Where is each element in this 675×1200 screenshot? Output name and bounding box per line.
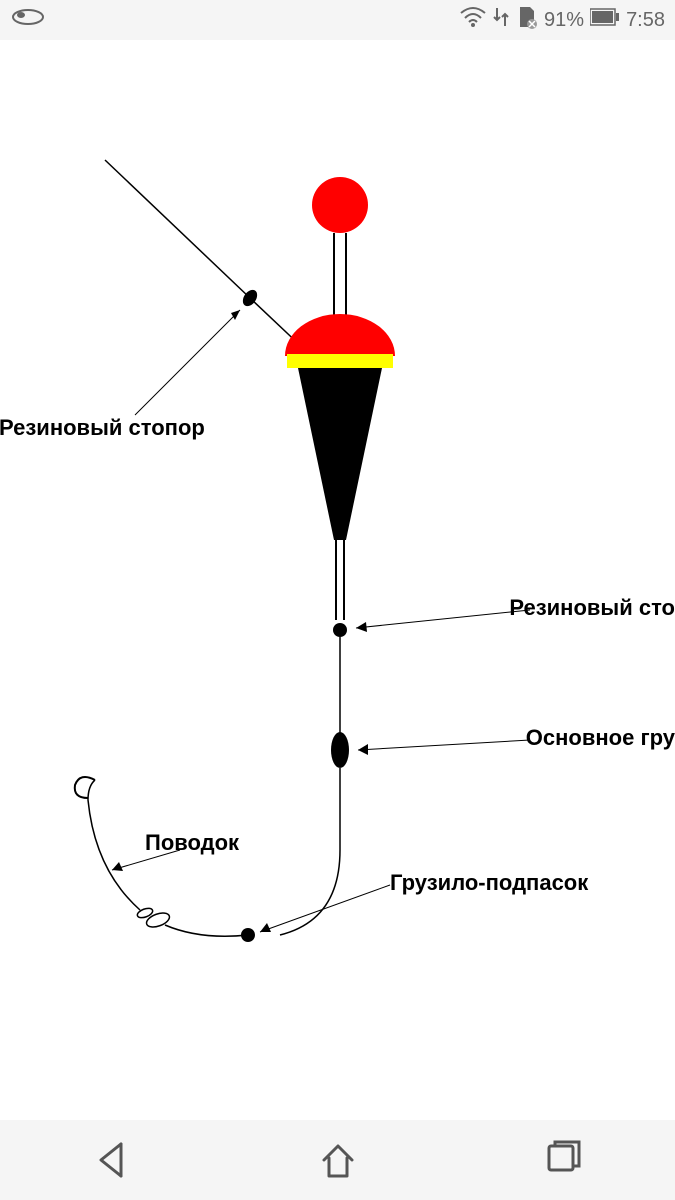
battery-icon [590,8,620,32]
label-hook-leader: Поводок [145,830,239,856]
label-stopper-top: Резиновый стопор [0,415,205,441]
label-main-sinker: Основное гру [526,725,675,751]
status-left [10,5,46,35]
status-right: 91% 7:58 [460,5,665,35]
clock: 7:58 [626,9,665,32]
fishing-rig-diagram: Резиновый стопор Резиновый сто Основное … [0,150,675,1050]
recent-apps-button[interactable] [518,1130,608,1190]
sd-card-icon [516,5,538,35]
label-stopper-bottom: Резиновый сто [509,595,675,621]
label-sub-sinker: Грузило-подпасок [390,870,588,896]
content-area: Резиновый стопор Резиновый сто Основное … [0,40,675,1120]
home-button[interactable] [293,1130,383,1190]
data-icon [492,6,510,34]
status-bar: 91% 7:58 [0,0,675,40]
carrier-icon [10,5,46,35]
back-button[interactable] [68,1130,158,1190]
navigation-bar [0,1120,675,1200]
battery-pct: 91% [544,9,584,32]
wifi-icon [460,6,486,34]
